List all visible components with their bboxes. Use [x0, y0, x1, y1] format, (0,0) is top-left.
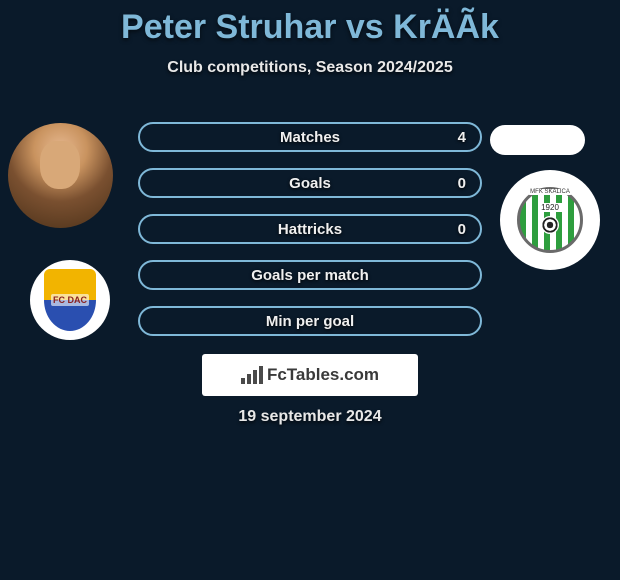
- stats-table: Matches 4 Goals 0 Hattricks 0 Goals per …: [138, 122, 482, 352]
- watermark-text: FcTables.com: [267, 365, 379, 385]
- player-left-avatar: [8, 123, 113, 228]
- stat-value-right: 0: [458, 175, 466, 192]
- badge-left-text: FC DAC: [51, 294, 89, 306]
- stat-label: Matches: [140, 129, 480, 146]
- stat-row-goals: Goals 0: [138, 168, 482, 198]
- stat-row-hattricks: Hattricks 0: [138, 214, 482, 244]
- stat-value-right: 0: [458, 221, 466, 238]
- stat-label: Min per goal: [140, 313, 480, 330]
- badge-right-top-text: MFK SKALICA: [528, 189, 572, 195]
- stat-row-matches: Matches 4: [138, 122, 482, 152]
- subtitle: Club competitions, Season 2024/2025: [0, 59, 620, 77]
- player-right-club-badge: MFK SKALICA 1920: [500, 170, 600, 270]
- stat-value-right: 4: [458, 129, 466, 146]
- bar-chart-icon: [241, 366, 263, 384]
- badge-right-year: 1920: [538, 203, 562, 212]
- stat-label: Hattricks: [140, 221, 480, 238]
- watermark: FcTables.com: [202, 354, 418, 396]
- stat-row-goals-per-match: Goals per match: [138, 260, 482, 290]
- stat-row-min-per-goal: Min per goal: [138, 306, 482, 336]
- page-title: Peter Struhar vs KrÄÃ­k: [0, 0, 620, 47]
- stat-label: Goals: [140, 175, 480, 192]
- stat-label: Goals per match: [140, 267, 480, 284]
- player-left-club-badge: FC DAC: [30, 260, 110, 340]
- soccer-ball-icon: [541, 216, 559, 234]
- footer-date: 19 september 2024: [0, 408, 620, 426]
- player-right-avatar-placeholder: [490, 125, 585, 155]
